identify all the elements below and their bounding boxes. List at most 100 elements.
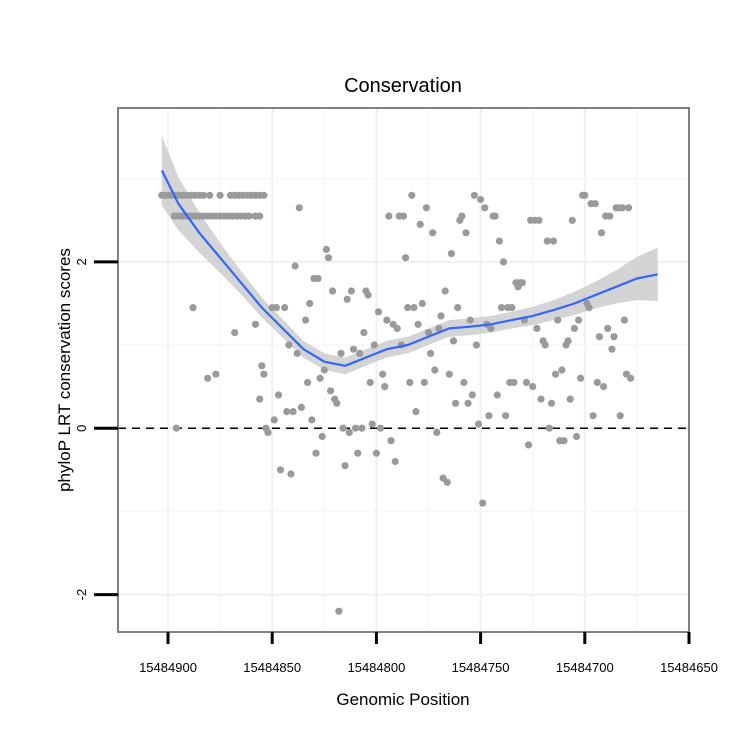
data-point — [618, 204, 626, 212]
data-point — [379, 370, 387, 378]
data-point — [479, 499, 487, 507]
data-point — [468, 391, 476, 399]
confidence-band-area — [161, 135, 658, 375]
data-point — [291, 262, 299, 270]
data-point — [502, 412, 510, 420]
data-point — [314, 274, 322, 283]
data-point — [287, 470, 295, 478]
data-point — [458, 212, 466, 220]
data-point — [597, 229, 606, 237]
data-point — [414, 320, 422, 328]
data-point — [318, 432, 326, 441]
data-point — [627, 374, 635, 382]
data-point — [322, 245, 330, 253]
data-point — [474, 420, 483, 428]
data-point — [445, 370, 453, 378]
data-point — [568, 216, 576, 224]
data-point — [366, 378, 374, 387]
data-point — [572, 432, 581, 441]
data-point — [610, 333, 618, 341]
data-point — [337, 349, 345, 357]
data-point — [541, 341, 549, 349]
data-point — [354, 449, 362, 457]
data-point — [302, 316, 310, 324]
data-point — [462, 229, 470, 237]
data-point — [549, 237, 558, 245]
data-point — [620, 316, 629, 324]
plot-frame — [117, 107, 690, 633]
data-point — [324, 254, 333, 262]
data-point — [206, 191, 214, 199]
data-point — [304, 378, 312, 387]
data-point — [374, 308, 383, 316]
data-point — [625, 204, 633, 212]
data-point — [297, 403, 305, 411]
data-point — [399, 212, 408, 220]
data-point — [335, 607, 343, 615]
data-point — [408, 191, 416, 199]
data-point — [604, 324, 612, 332]
data-point — [327, 387, 335, 395]
data-point — [293, 349, 301, 357]
data-point — [535, 216, 543, 224]
data-point — [320, 366, 328, 374]
y-axis-label: phyloP LRT conservation scores — [55, 248, 74, 492]
data-point — [595, 333, 604, 341]
data-point — [349, 345, 358, 353]
data-point — [216, 191, 224, 199]
data-point — [283, 408, 291, 416]
data-point — [172, 424, 180, 432]
data-point — [464, 399, 472, 407]
data-point — [308, 416, 316, 424]
data-point — [381, 383, 389, 391]
data-point — [260, 191, 268, 199]
data-point — [418, 299, 426, 308]
data-point — [231, 329, 239, 337]
data-point — [204, 374, 212, 382]
data-point — [372, 449, 380, 457]
data-point — [364, 291, 372, 299]
data-point — [487, 324, 495, 332]
data-point — [410, 304, 418, 312]
data-point — [416, 220, 424, 228]
data-point — [256, 212, 264, 220]
data-point — [431, 366, 439, 374]
data-point — [385, 212, 393, 220]
data-point — [460, 378, 468, 387]
data-point — [564, 337, 572, 345]
data-point — [189, 304, 197, 312]
data-point — [258, 362, 266, 370]
data-point — [402, 254, 410, 262]
data-point — [566, 395, 574, 403]
data-point — [608, 345, 616, 353]
data-point — [383, 316, 391, 324]
data-point — [347, 287, 355, 295]
x-tick-label: 15484900 — [139, 660, 197, 675]
data-point — [447, 250, 455, 258]
data-point — [591, 200, 599, 208]
data-point — [466, 316, 474, 324]
x-axis: 15484900 15484850 15484800 15484750 15484700… — [139, 632, 718, 675]
data-point — [285, 341, 293, 349]
data-point — [524, 441, 533, 449]
x-tick-label: 15484800 — [347, 660, 405, 675]
data-point — [281, 304, 289, 312]
smooth-line — [160, 169, 658, 367]
data-point — [589, 412, 597, 420]
data-point — [341, 462, 349, 470]
data-point — [245, 212, 253, 220]
data-point — [358, 424, 366, 432]
data-point — [493, 391, 501, 399]
data-point — [533, 324, 541, 332]
data-point — [581, 191, 589, 199]
data-point — [481, 204, 489, 212]
data-point — [499, 258, 508, 266]
data-point — [600, 383, 608, 391]
data-point — [420, 378, 428, 387]
data-point — [393, 324, 401, 332]
data-point — [454, 304, 462, 312]
x-axis-label: Genomic Position — [336, 690, 469, 709]
smooth-curve — [160, 169, 658, 367]
data-point — [435, 324, 443, 332]
